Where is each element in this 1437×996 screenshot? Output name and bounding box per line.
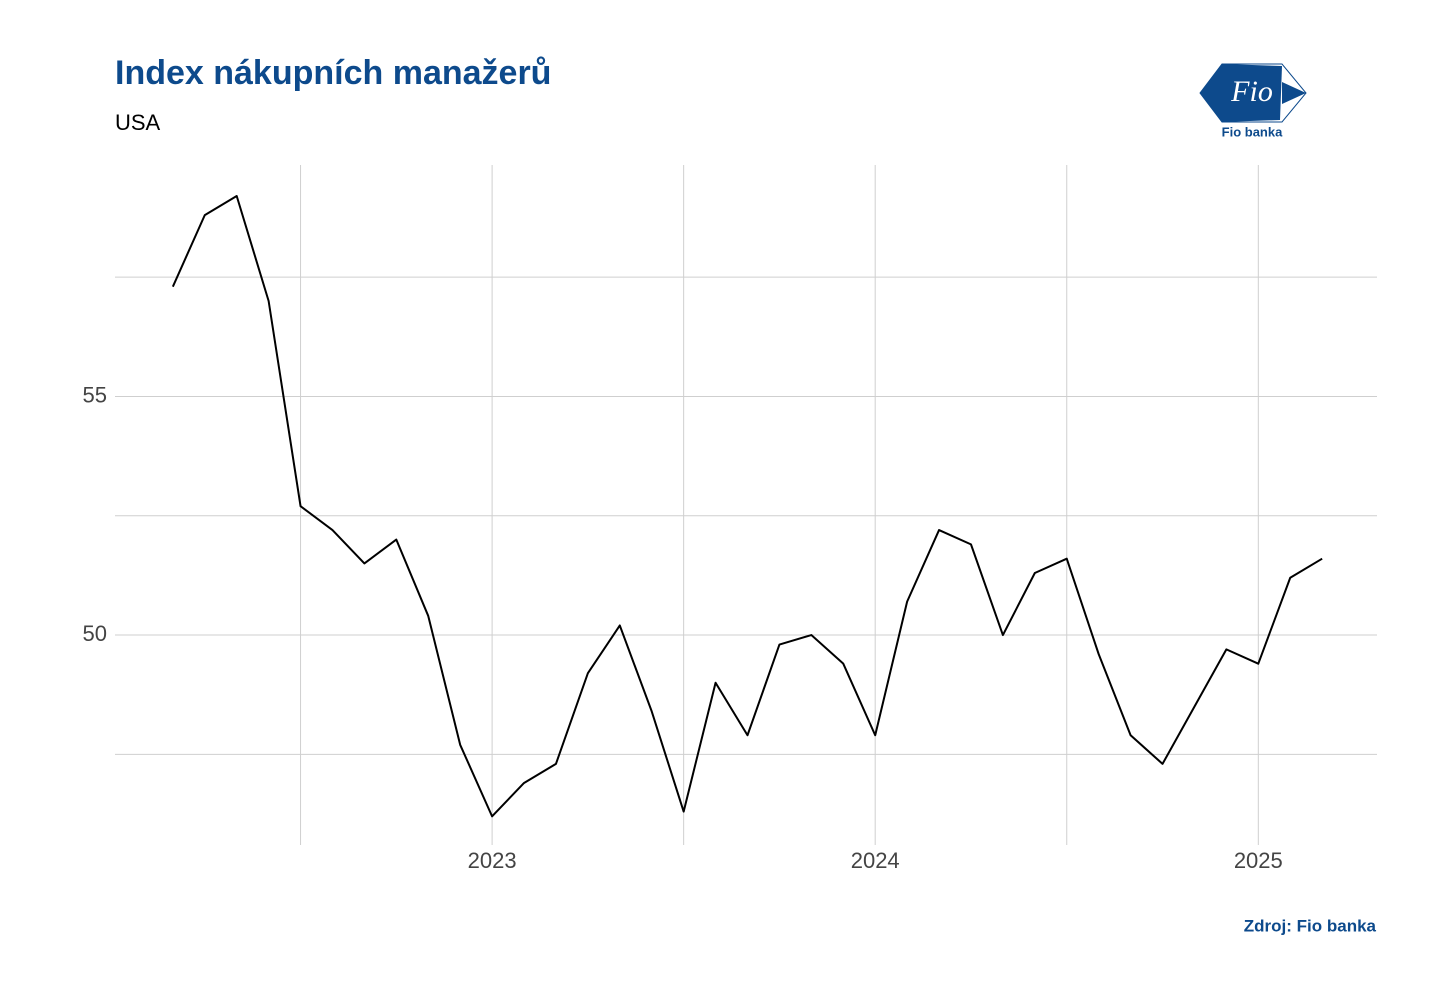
x-tick-label: 2024 bbox=[851, 848, 900, 873]
chart-title: Index nákupních manažerů bbox=[115, 54, 551, 92]
x-tick-label: 2025 bbox=[1234, 848, 1283, 873]
source: Zdroj: Fio banka bbox=[1244, 916, 1377, 935]
y-tick-label: 50 bbox=[83, 621, 107, 646]
logo: Fio Fio banka bbox=[1199, 63, 1307, 139]
line bbox=[171, 195, 1323, 818]
y-tick-label: 55 bbox=[83, 382, 107, 407]
logo-name: Fio banka bbox=[1222, 124, 1283, 139]
chart-subtitle: USA bbox=[115, 110, 161, 135]
x-tick-label: 2023 bbox=[468, 848, 517, 873]
logo-mark: Fio bbox=[1230, 75, 1273, 108]
logo-tip bbox=[1282, 82, 1306, 104]
logo-shape bbox=[1200, 64, 1282, 122]
